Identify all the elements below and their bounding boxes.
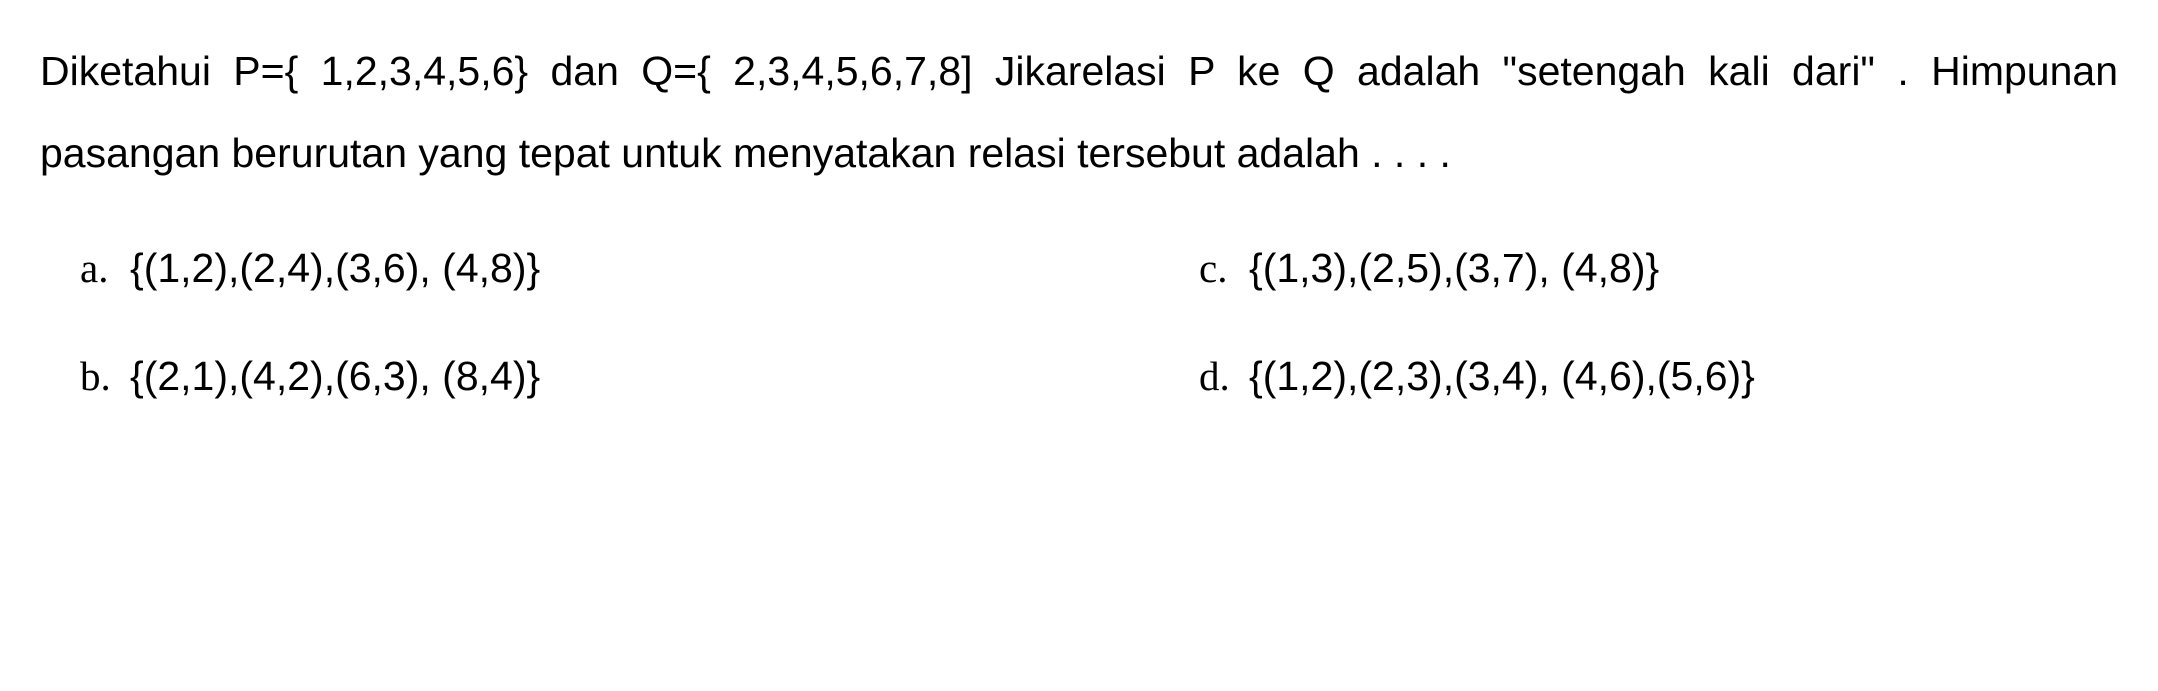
option-d: d. {(1,2),(2,3),(3,4), (4,6),(5,6)} bbox=[1199, 352, 2118, 400]
option-a: a. {(1,2),(2,4),(3,6), (4,8)} bbox=[80, 244, 999, 292]
option-letter-d: d. bbox=[1199, 352, 1235, 400]
option-letter-a: a. bbox=[80, 244, 116, 292]
question-text: Diketahui P={ 1,2,3,4,5,6} dan Q={ 2,3,4… bbox=[40, 30, 2118, 194]
option-b: b. {(2,1),(4,2),(6,3), (8,4)} bbox=[80, 352, 999, 400]
option-letter-c: c. bbox=[1199, 244, 1235, 292]
option-text-b: {(2,1),(4,2),(6,3), (8,4)} bbox=[130, 353, 540, 400]
option-letter-b: b. bbox=[80, 352, 116, 400]
option-text-c: {(1,3),(2,5),(3,7), (4,8)} bbox=[1249, 245, 1659, 292]
option-text-a: {(1,2),(2,4),(3,6), (4,8)} bbox=[130, 245, 540, 292]
option-text-d: {(1,2),(2,3),(3,4), (4,6),(5,6)} bbox=[1249, 353, 1755, 400]
option-c: c. {(1,3),(2,5),(3,7), (4,8)} bbox=[1199, 244, 2118, 292]
options-container: a. {(1,2),(2,4),(3,6), (4,8)} c. {(1,3),… bbox=[40, 244, 2118, 400]
